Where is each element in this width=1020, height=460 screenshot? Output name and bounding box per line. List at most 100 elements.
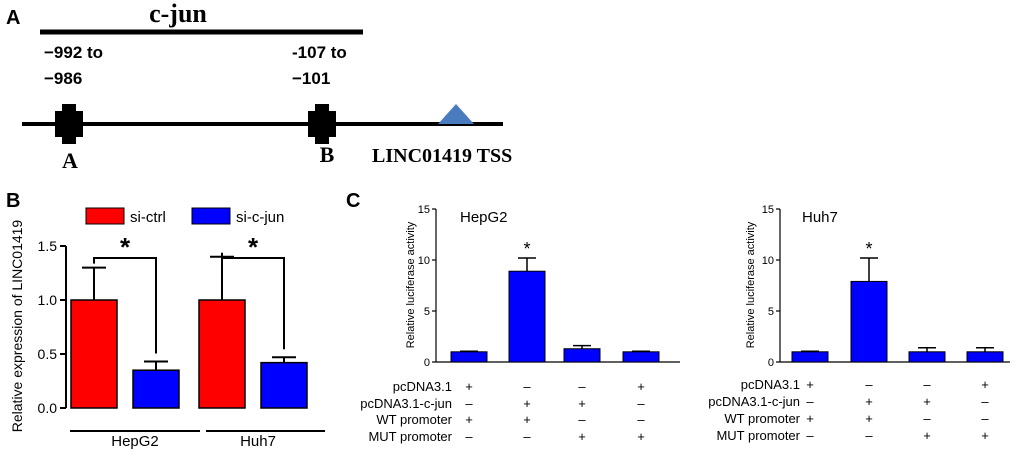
panel-c-huh7-condition-label: pcDNA3.1	[741, 377, 800, 392]
panel-a-letter: A	[6, 7, 20, 29]
panel-b-y-tick-label: 0.5	[38, 346, 58, 362]
panel-c-huh7-condition-mark: –	[806, 394, 814, 409]
c-jun-label: c-jun	[149, 0, 207, 28]
panel-c-huh7-condition-mark: –	[923, 377, 931, 392]
panel-c-huh7-condition-label: MUT promoter	[716, 428, 800, 443]
legend-label-si-c-jun: si-c-jun	[236, 209, 284, 226]
panel-c-huh7-bar-1	[791, 351, 829, 363]
panel-c-huh7-bar-2	[850, 280, 888, 363]
panel-c-hepg2-condition-mark: –	[523, 429, 531, 444]
site-b-letter: B	[320, 142, 335, 167]
panel-b-bar-si-c-jun-Huh7	[260, 361, 308, 409]
site-b-range-line2: −101	[292, 69, 330, 88]
panel-c-hepg2-condition-mark: +	[523, 396, 531, 411]
panel-c-huh7-bars: *	[791, 239, 1004, 363]
panel-c-huh7-condition-mark: –	[981, 394, 989, 409]
legend-swatch-si-c-jun	[191, 207, 231, 225]
panel-b-y-tick-label: 0.0	[38, 400, 58, 416]
panel-c-huh7-condition-mark: –	[923, 411, 931, 426]
panel-c-huh7-condition-mark: +	[865, 411, 873, 426]
panel-c-hepg2-condition-mark: +	[578, 429, 586, 444]
panel-c-huh7-y-tick-label: 0	[768, 357, 774, 369]
panel-b-bar-si-ctrl-Huh7	[198, 299, 246, 409]
panel-c-huh7-condition-mark: –	[865, 428, 873, 443]
panel-c-hepg2-condition-label: pcDNA3.1	[393, 379, 452, 394]
panel-b-y-axis: 0.0 0.5 1.0 1.5	[38, 238, 67, 416]
tss-triangle-marker	[438, 104, 474, 124]
panel-c-hepg2-condition-label: MUT promoter	[368, 429, 452, 444]
panel-c-hepg2-y-tick-label: 15	[418, 204, 430, 216]
panel-c-huh7-condition-mark: –	[806, 428, 814, 443]
panel-a: A c-jun −992 to −986 -107 to −101 A B LI…	[6, 0, 512, 173]
panel-c-huh7-bar-3	[908, 351, 946, 363]
panel-c-huh7-title: Huh7	[802, 209, 838, 226]
panel-c-hepg2-y-tick-label: 0	[424, 357, 430, 369]
panel-c-hepg2-condition-mark: –	[523, 379, 531, 394]
panel-c-hepg2-condition-label: WT promoter	[376, 412, 452, 427]
panel-b-significance-bracket	[221, 252, 285, 350]
panel-c-hepg2-significance-star: *	[523, 239, 530, 259]
panel-c-hepg2-bar-4	[622, 351, 660, 363]
panel-c-huh7-condition-mark: +	[981, 428, 989, 443]
panel-b-significance-bracket	[93, 257, 157, 354]
panel-c-hepg2-bar-2	[508, 270, 546, 363]
site-a-range-line1: −992 to	[44, 43, 103, 62]
panel-c-huh7-chart: Relative luciferase activity Huh7 0 5 10 15…	[708, 204, 1010, 443]
panel-c-hepg2-condition-label: pcDNA3.1-c-jun	[360, 396, 452, 411]
panel-c-huh7-condition-mark: +	[923, 428, 931, 443]
panel-b-significance-star: *	[248, 232, 259, 262]
legend-label-si-ctrl: si-ctrl	[130, 209, 166, 226]
panel-c-hepg2-condition-mark: +	[523, 412, 531, 427]
panel-c-hepg2-title: HepG2	[460, 209, 508, 226]
panel-c-hepg2-y-tick-label: 10	[418, 255, 430, 267]
panel-c-hepg2-condition-mark: +	[637, 429, 645, 444]
panel-b-y-tick-label: 1.0	[38, 292, 58, 308]
panel-c-hepg2-bars: *	[450, 239, 660, 363]
panel-b-bars: * *	[70, 232, 308, 409]
panel-c-hepg2-bar-1	[450, 351, 488, 363]
legend-swatch-si-ctrl	[85, 207, 125, 225]
panel-c-huh7-y-axis-label: Relative luciferase activity	[745, 221, 757, 348]
panel-c-hepg2-condition-mark: –	[465, 429, 473, 444]
panel-c-hepg2-conditions-table: pcDNA3.1 + – – +pcDNA3.1-c-jun – + + –WT promote…	[360, 379, 645, 444]
panel-b-significance-star: *	[120, 232, 131, 262]
panel-c-hepg2-condition-mark: –	[465, 396, 473, 411]
panel-c-hepg2-condition-mark: +	[637, 379, 645, 394]
panel-c-huh7-y-tick-label: 10	[762, 255, 774, 267]
site-a-letter: A	[62, 148, 78, 173]
panel-c-huh7-conditions-table: pcDNA3.1 + – – +pcDNA3.1-c-jun – + + –WT promote…	[708, 377, 989, 443]
panel-c-hepg2-y-axis: 0 5 10 15	[418, 204, 680, 369]
panel-b-chart: B Relative expression of LINC01419 si-ct…	[6, 190, 325, 450]
panel-b-letter: B	[6, 190, 20, 212]
panel-c-huh7-condition-mark: +	[981, 377, 989, 392]
panel-c-huh7-y-tick-label: 15	[762, 204, 774, 216]
panel-c-huh7-condition-mark: +	[865, 394, 873, 409]
panel-c-hepg2-condition-mark: –	[578, 379, 586, 394]
panel-c-huh7-significance-star: *	[865, 239, 872, 259]
panel-c-huh7-y-tick-label: 5	[768, 306, 774, 318]
panel-c-hepg2-condition-mark: –	[637, 412, 645, 427]
panel-c-hepg2-condition-mark: –	[637, 396, 645, 411]
panel-c-huh7-condition-mark: –	[981, 411, 989, 426]
panel-b-y-axis-label: Relative expression of LINC01419	[9, 220, 25, 433]
panel-c-hepg2-condition-mark: +	[578, 396, 586, 411]
panel-b-bar-si-c-jun-HepG2	[132, 369, 180, 409]
panel-b-category-huh7: Huh7	[240, 433, 276, 450]
panel-c-hepg2-chart: Relative luciferase activity HepG2 0 5 10 1…	[360, 204, 680, 444]
panel-b-y-tick-label: 1.5	[38, 238, 58, 254]
panel-c-hepg2-condition-mark: –	[578, 412, 586, 427]
tss-label: LINC01419 TSS	[372, 145, 512, 167]
panel-c-huh7-condition-mark: +	[806, 377, 814, 392]
panel-c-huh7-condition-label: pcDNA3.1-c-jun	[708, 394, 800, 409]
panel-c-huh7-condition-mark: +	[806, 411, 814, 426]
site-a-marker	[55, 104, 83, 144]
panel-c-hepg2-y-axis-label: Relative luciferase activity	[405, 221, 417, 348]
panel-b-bar-si-ctrl-HepG2	[70, 299, 118, 409]
site-a-range-line2: −986	[44, 69, 82, 88]
site-b-marker	[308, 104, 336, 144]
panel-c-hepg2-condition-mark: +	[465, 412, 473, 427]
panel-b-legend: si-ctrl si-c-jun	[85, 207, 284, 226]
site-b-range-line1: -107 to	[292, 43, 347, 62]
panel-c-hepg2-y-tick-label: 5	[424, 306, 430, 318]
